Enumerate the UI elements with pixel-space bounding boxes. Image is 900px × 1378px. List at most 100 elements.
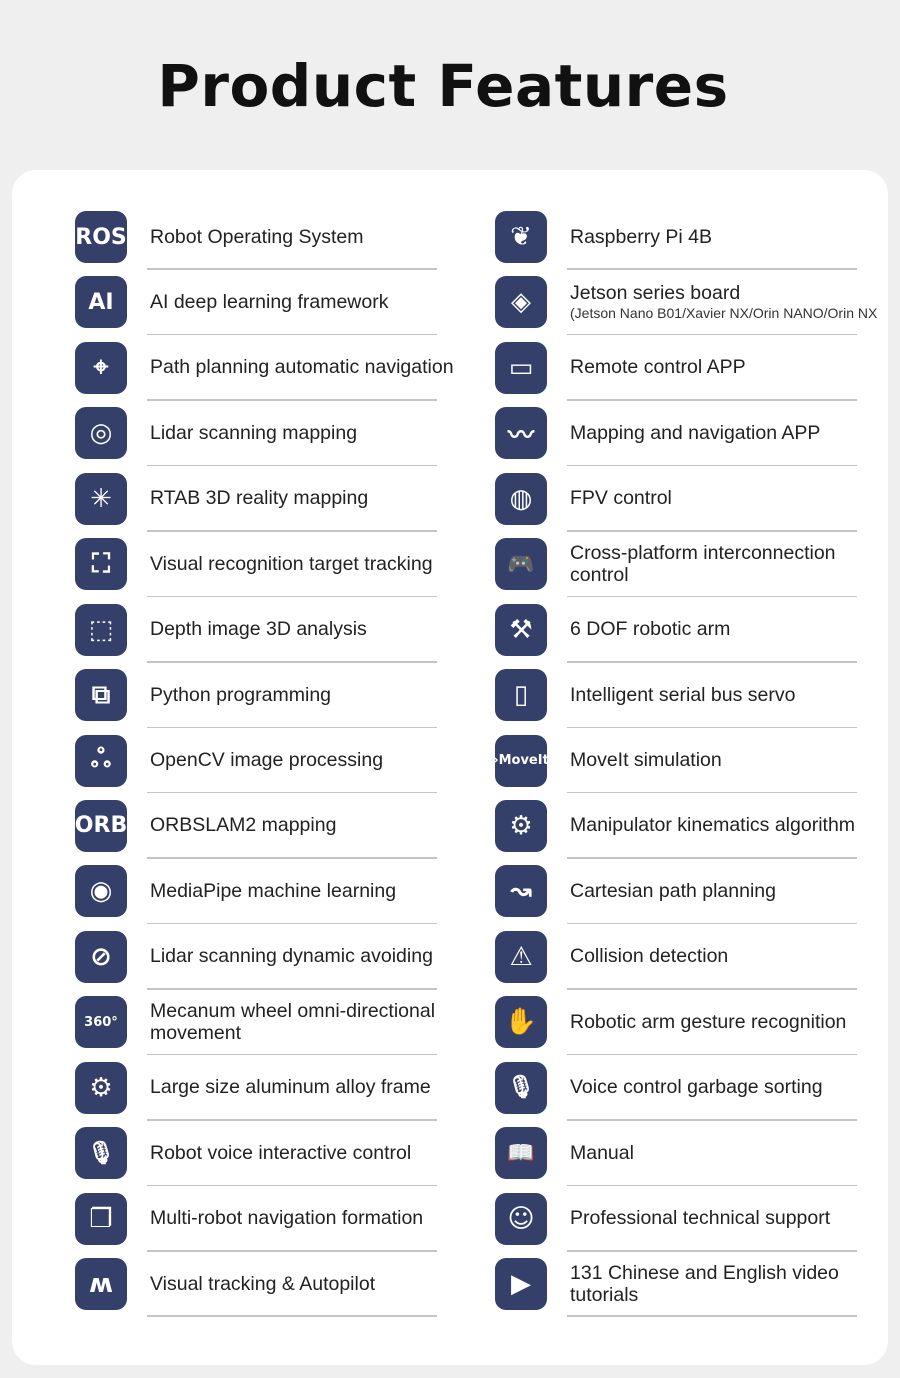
- feature-label: Visual recognition target tracking: [150, 531, 470, 596]
- feature-title: Mapping and navigation APP: [570, 421, 821, 444]
- feature-item: ROS Robot Operating System: [75, 204, 465, 270]
- support-agent-icon: ☺: [495, 1192, 547, 1245]
- play-icon: ▶: [495, 1258, 547, 1310]
- feature-title: Multi-robot navigation formation: [150, 1207, 424, 1230]
- divider: [147, 988, 437, 990]
- feature-title: Robot Operating System: [150, 225, 364, 248]
- feature-label: RTAB 3D reality mapping: [150, 466, 470, 531]
- feature-label: OpenCV image processing: [150, 728, 470, 793]
- feature-label: Jetson series board (Jetson Nano B01/Xavi…: [570, 269, 890, 334]
- nvidia-icon: ◈: [495, 276, 547, 329]
- divider: [147, 791, 437, 794]
- moveit-icon: ›MoveIt: [493, 734, 549, 787]
- ros-icon: ROS: [75, 211, 127, 263]
- feature-item: 🎙 Voice control garbage sorting: [495, 1055, 885, 1121]
- feature-item: 360° Mecanum wheel omni-directional movem…: [75, 989, 465, 1056]
- divider: [147, 726, 437, 728]
- divider: [147, 1184, 437, 1187]
- book-icon: 📖: [495, 1127, 547, 1180]
- feature-label: Robotic arm gesture recognition: [570, 989, 890, 1054]
- divider: [567, 1315, 857, 1317]
- feature-title: Lidar scanning dynamic avoiding: [150, 945, 433, 968]
- feature-title: Jetson series board: [570, 281, 741, 304]
- page-title: Product Features: [157, 52, 729, 120]
- map-app-icon: 〰: [495, 407, 547, 460]
- feature-item: 🎙 Robot voice interactive control: [75, 1120, 465, 1187]
- divider: [567, 595, 857, 598]
- divider: [147, 1119, 437, 1121]
- feature-label: Raspberry Pi 4B: [570, 204, 890, 269]
- tracking-path-icon: ʍ: [75, 1258, 127, 1310]
- python-icon: ⧉: [75, 669, 127, 722]
- feature-item: ◈ Jetson series board (Jetson Nano B01/Xav…: [495, 269, 885, 336]
- microphone-icon: 🎙: [495, 1061, 547, 1114]
- divider: [147, 661, 437, 663]
- robot-frame-icon: ⚙: [75, 1061, 127, 1114]
- divider: [147, 333, 437, 336]
- feature-label: 6 DOF robotic arm: [570, 597, 890, 662]
- arm-kinematics-icon: ⚙: [495, 799, 547, 852]
- feature-title: 131 Chinese and English video tutorials: [570, 1261, 839, 1306]
- feature-title: Depth image 3D analysis: [150, 618, 367, 641]
- feature-item: ⊘ Lidar scanning dynamic avoiding: [75, 924, 465, 990]
- feature-title: AI deep learning framework: [150, 290, 389, 313]
- feature-label: Manual: [570, 1120, 890, 1185]
- feature-item: ⚙ Large size aluminum alloy frame: [75, 1055, 465, 1121]
- stacked-windows-icon: ❐: [75, 1192, 127, 1245]
- divider: [567, 726, 857, 728]
- divider: [567, 988, 857, 990]
- map-pin-route-icon: ⌖: [75, 341, 127, 394]
- features-right-column: ❦ Raspberry Pi 4B ◈ Jetson series board (Jet…: [493, 204, 885, 1317]
- feature-title: OpenCV image processing: [150, 749, 384, 771]
- feature-item: ›MoveIt MoveIt simulation: [493, 728, 885, 794]
- orb-icon: ORB: [75, 799, 127, 852]
- feature-title: Cartesian path planning: [570, 879, 776, 902]
- gamepad-icon: 🎮: [495, 538, 547, 591]
- feature-label: Voice control garbage sorting: [570, 1055, 890, 1120]
- divider: [567, 922, 857, 925]
- feature-title: Cross-platform interconnection control: [570, 541, 836, 586]
- feature-label: Lidar scanning dynamic avoiding: [150, 924, 470, 989]
- feature-item: ʍ Visual tracking & Autopilot: [75, 1251, 465, 1317]
- divider: [567, 661, 857, 663]
- divider: [567, 857, 857, 859]
- divider: [147, 1250, 437, 1252]
- feature-label: AI deep learning framework: [150, 269, 470, 334]
- opencv-icon: ஃ: [75, 734, 127, 787]
- feature-label: 131 Chinese and English video tutorials: [570, 1251, 890, 1316]
- microphone-icon: 🎙: [75, 1127, 127, 1180]
- feature-label: Collision detection: [570, 924, 890, 989]
- feature-title: Manipulator kinematics algorithm: [570, 814, 856, 837]
- feature-item: ⬚ Depth image 3D analysis: [75, 597, 465, 663]
- divider: [567, 333, 857, 336]
- feature-label: Depth image 3D analysis: [150, 597, 470, 662]
- feature-title: Voice control garbage sorting: [570, 1076, 823, 1099]
- divider: [567, 530, 857, 532]
- feature-item: ⚒ 6 DOF robotic arm: [495, 597, 885, 663]
- divider: [567, 1250, 857, 1252]
- cube-axes-icon: ⬚: [75, 603, 127, 656]
- divider: [567, 1053, 857, 1056]
- collision-robots-icon: ⚠: [495, 930, 547, 983]
- feature-label: Mapping and navigation APP: [570, 400, 890, 465]
- feature-label: Professional technical support: [570, 1186, 890, 1251]
- lidar-icon: ◎: [75, 407, 127, 460]
- feature-title: Large size aluminum alloy frame: [150, 1076, 431, 1099]
- eye-icon: ◉: [75, 865, 127, 918]
- feature-title: RTAB 3D reality mapping: [150, 487, 369, 510]
- feature-label: Visual tracking & Autopilot: [150, 1251, 470, 1316]
- feature-title: Remote control APP: [570, 356, 746, 379]
- compass-icon: ⊘: [75, 930, 127, 983]
- features-card: [12, 170, 888, 1365]
- feature-label: Cartesian path planning: [570, 858, 890, 923]
- feature-label: MediaPipe machine learning: [150, 858, 470, 923]
- feature-label: Python programming: [150, 662, 470, 727]
- feature-label: MoveIt simulation: [570, 728, 890, 793]
- feature-title: Python programming: [150, 683, 332, 706]
- divider: [147, 595, 437, 598]
- feature-title: MediaPipe machine learning: [150, 879, 397, 902]
- feature-item: ◉ MediaPipe machine learning: [75, 858, 465, 925]
- feature-title: ORBSLAM2 mapping: [150, 814, 337, 837]
- feature-title: Professional technical support: [570, 1207, 831, 1230]
- feature-label: Path planning automatic navigation: [150, 335, 470, 400]
